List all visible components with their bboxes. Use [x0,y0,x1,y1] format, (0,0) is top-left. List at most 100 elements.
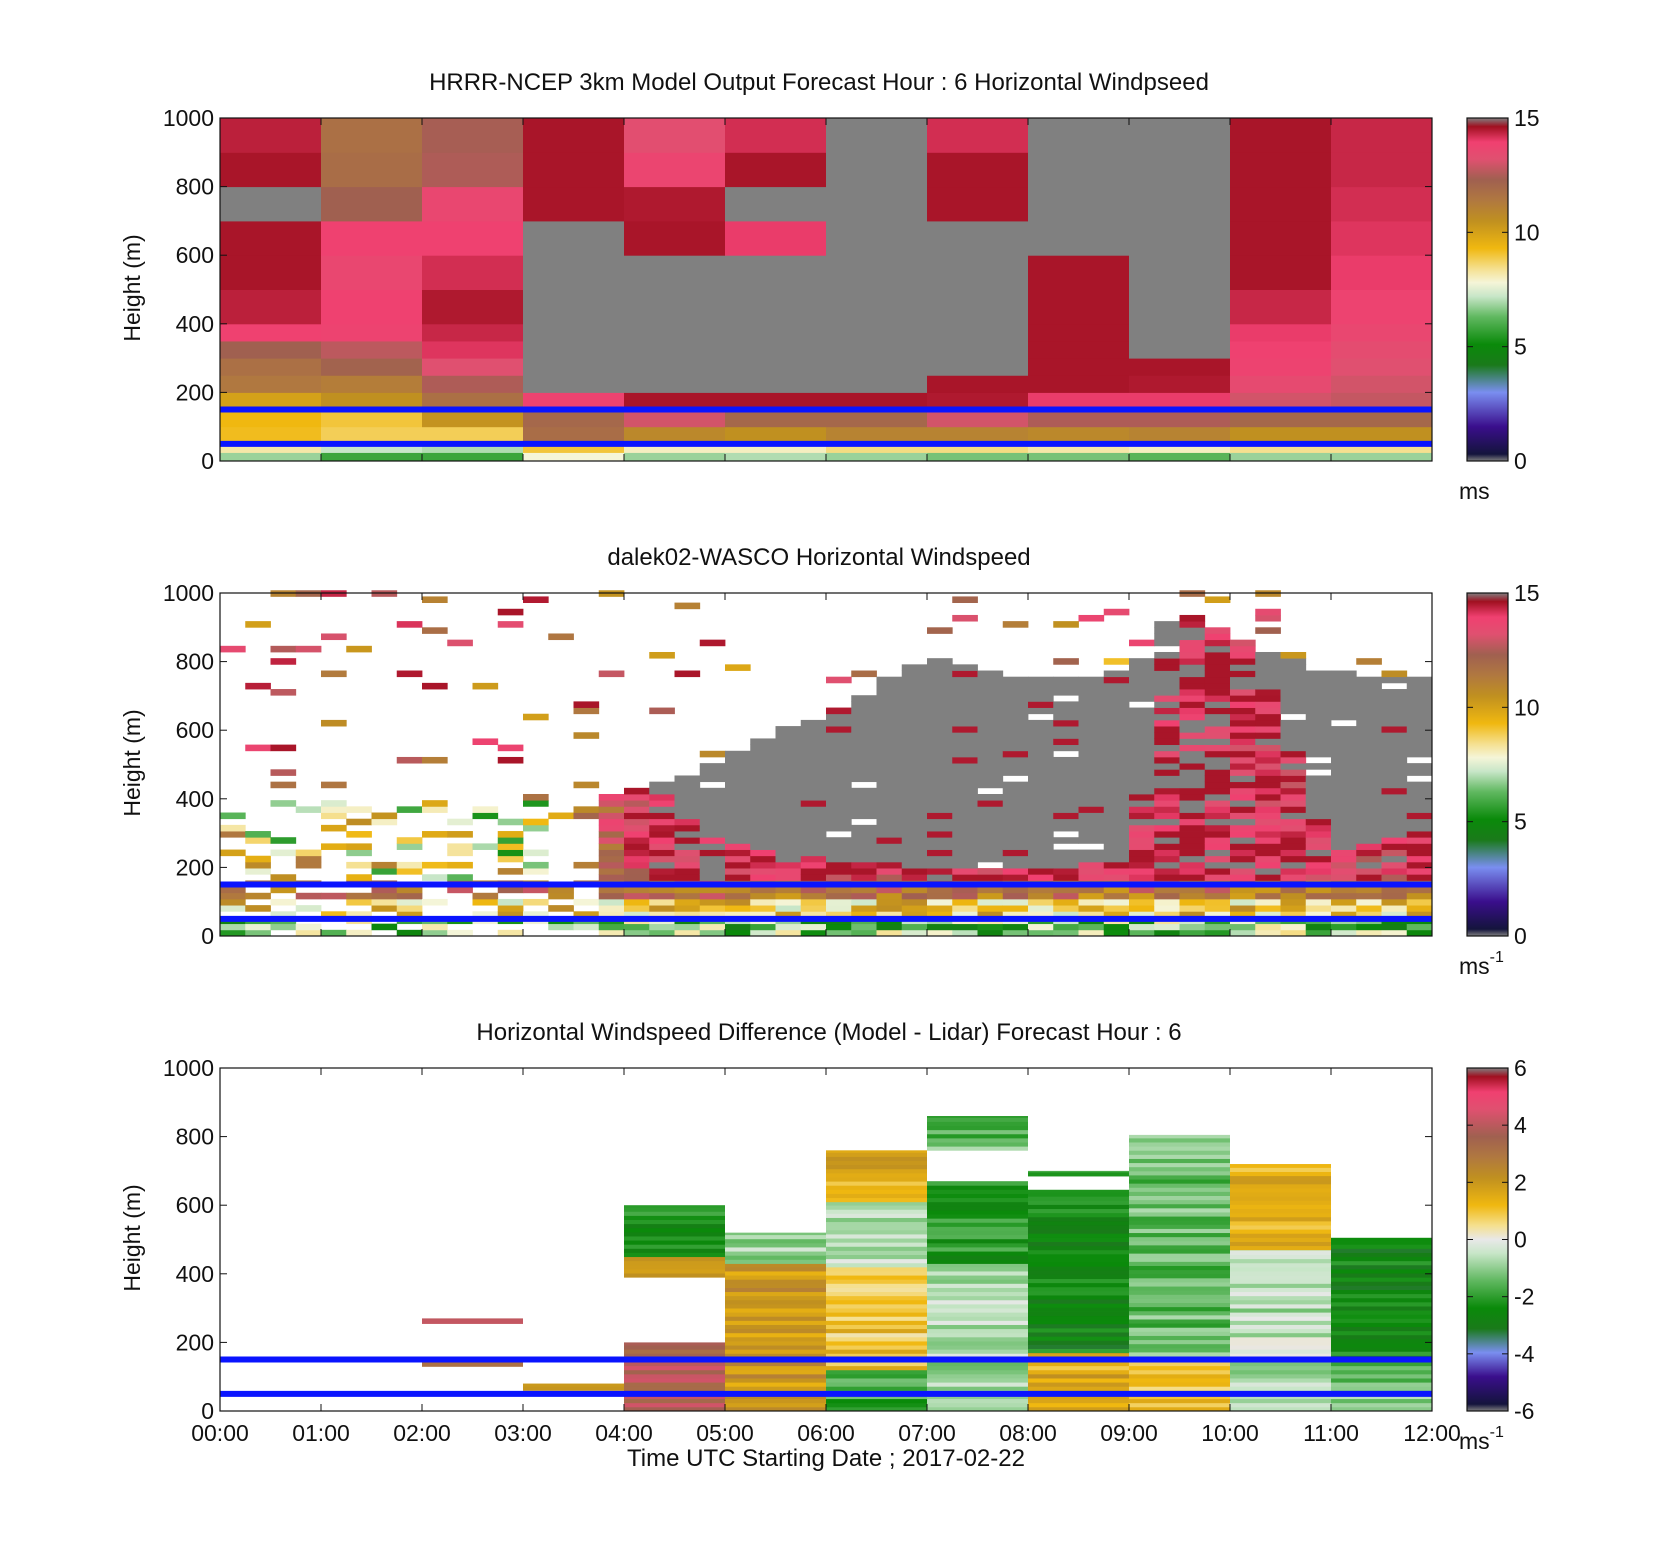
heatmap-cell [1078,905,1105,912]
heatmap-cell [1230,1241,1331,1247]
heatmap-cell [952,806,978,813]
heatmap-cell [927,812,953,820]
heatmap-cell [1028,923,1054,931]
heatmap-cell [851,763,877,770]
heatmap-cell [1028,1311,1129,1317]
heatmap-cell [1230,824,1256,832]
heatmap-cell [1028,1365,1129,1371]
heatmap-cell [1255,837,1281,844]
heatmap-cell [1002,756,1029,764]
heatmap-cell [1331,1369,1432,1375]
heatmap-cell [422,874,448,881]
heatmap-cell [952,843,978,850]
heatmap-cell [1331,340,1433,359]
y-tick-label: 800 [176,174,214,200]
heatmap-cell [1179,769,1206,776]
heatmap-cell [396,929,423,937]
heatmap-cell [750,892,776,900]
heatmap-cell [952,596,978,604]
heatmap-cell [1230,911,1256,918]
heatmap-cell [1230,818,1256,826]
heatmap-cell [598,929,625,937]
heatmap-cell [1406,824,1433,832]
heatmap-cell [901,695,928,702]
heatmap-cell [1078,769,1105,776]
heatmap-cell [1230,1398,1331,1404]
heatmap-cell [624,818,650,826]
heatmap-cell [270,911,297,918]
heatmap-cell [1331,1343,1432,1348]
heatmap-cell [270,689,297,696]
heatmap-cell [725,1275,826,1280]
heatmap-cell [1280,855,1307,863]
heatmap-cell [1129,1273,1230,1279]
heatmap-cell [1331,375,1433,393]
heatmap-cell [927,220,1029,256]
heatmap-cell [725,1242,826,1248]
heatmap-cell [1154,874,1180,881]
heatmap-cell [750,898,776,906]
heatmap-cell [952,849,978,857]
heatmap-cell [1154,923,1180,931]
heatmap-cell [927,118,1029,153]
heatmap-cell [1406,763,1433,770]
heatmap-cell [1179,818,1206,826]
heatmap-cell [422,756,448,764]
heatmap-cell [1331,843,1357,850]
heatmap-cell [1305,831,1332,838]
heatmap-cell [775,929,802,937]
heatmap-cell [1230,1373,1331,1379]
heatmap-cell [1179,775,1206,783]
heatmap-cell [321,152,423,188]
colorbar-unit: ms-1 [1459,949,1504,979]
heatmap-cell [1028,1386,1129,1391]
heatmap-cell [1204,627,1231,634]
heatmap-cell [977,756,1004,764]
heatmap-cell [1129,763,1155,770]
heatmap-cell [927,831,953,838]
heatmap-cell [624,1236,725,1241]
heatmap-cell [1331,1264,1432,1270]
heatmap-cell [800,843,827,850]
heatmap-cell [1305,787,1332,795]
heatmap-cell [1154,824,1180,832]
heatmap-cell [826,1181,927,1186]
heatmap-cell [1204,843,1231,850]
heatmap-cell [1356,769,1382,776]
heatmap-cell [901,756,928,764]
heatmap-cell [624,392,726,411]
heatmap-cell [1255,726,1281,733]
heatmap-cell [1204,763,1231,770]
heatmap-cell [1331,220,1433,256]
heatmap-cell [523,443,625,453]
heatmap-cell [1028,886,1054,894]
heatmap-cell [826,1336,927,1342]
heatmap-cell [1154,621,1180,628]
heatmap-cell [826,861,852,869]
heatmap-cell [1280,911,1307,918]
heatmap-cell [1129,1310,1230,1316]
heatmap-cell [321,392,423,411]
heatmap-cell [826,1258,927,1264]
heatmap-cell [826,886,852,894]
heatmap-cell [1230,1402,1331,1408]
heatmap-cell [1154,812,1180,820]
heatmap-cell [725,1361,826,1367]
heatmap-cell [1230,750,1256,758]
heatmap-cell [270,781,297,789]
heatmap-cell [1280,781,1307,789]
heatmap-cell [901,750,928,758]
heatmap-cell [321,892,347,900]
heatmap-cell [851,886,877,894]
heatmap-cell [1255,682,1281,690]
heatmap-cell [1331,1406,1432,1412]
heatmap-cell [1204,658,1231,665]
heatmap-cell [851,756,877,764]
heatmap-cell [826,186,928,222]
heatmap-cell [649,812,675,820]
heatmap-cell [1230,1341,1331,1346]
heatmap-cell [1154,701,1180,708]
heatmap-cell [725,1295,826,1301]
heatmap-cell [775,911,802,918]
heatmap-cell [220,220,322,256]
